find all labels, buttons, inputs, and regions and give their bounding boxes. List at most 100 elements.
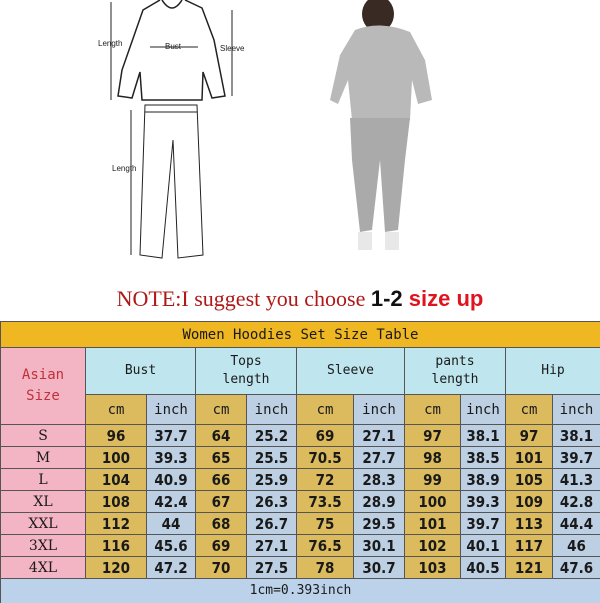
cm-cell: 120 — [86, 557, 147, 579]
cm-cell: 112 — [86, 513, 147, 535]
inch-cell: 30.1 — [354, 535, 405, 557]
cm-cell: 113 — [506, 513, 553, 535]
inch-cell: 28.9 — [354, 491, 405, 513]
size-cell: S — [1, 425, 86, 447]
inch-cell: 27.1 — [247, 535, 297, 557]
cm-cell: 70.5 — [297, 447, 354, 469]
size-cell: M — [1, 447, 86, 469]
cm-cell: 102 — [405, 535, 461, 557]
unit-header-cm: cm — [506, 395, 553, 425]
cm-cell: 73.5 — [297, 491, 354, 513]
size-cell: 4XL — [1, 557, 86, 579]
inch-cell: 39.7 — [461, 513, 506, 535]
pants-length-label: Length — [112, 164, 136, 173]
cm-cell: 68 — [196, 513, 247, 535]
cm-cell: 99 — [405, 469, 461, 491]
inch-cell: 25.2 — [247, 425, 297, 447]
cm-cell: 103 — [405, 557, 461, 579]
size-diagram-drawing — [111, 0, 232, 258]
inch-cell: 41.3 — [553, 469, 600, 491]
inch-cell: 38.1 — [553, 425, 600, 447]
cm-cell: 104 — [86, 469, 147, 491]
unit-header-inch: inch — [553, 395, 600, 425]
size-note: NOTE:I suggest you choose 1-2 size up — [0, 286, 600, 312]
cm-cell: 105 — [506, 469, 553, 491]
inch-cell: 38.9 — [461, 469, 506, 491]
unit-header-inch: inch — [247, 395, 297, 425]
inch-cell: 27.1 — [354, 425, 405, 447]
cm-cell: 97 — [506, 425, 553, 447]
inch-cell: 27.7 — [354, 447, 405, 469]
size-cell: XL — [1, 491, 86, 513]
cm-cell: 69 — [196, 535, 247, 557]
cm-cell: 117 — [506, 535, 553, 557]
unit-header-inch: inch — [354, 395, 405, 425]
model-photo — [330, 0, 432, 250]
inch-cell: 27.5 — [247, 557, 297, 579]
cm-cell: 108 — [86, 491, 147, 513]
inch-cell: 26.3 — [247, 491, 297, 513]
inch-cell: 42.4 — [147, 491, 196, 513]
note-range: 1-2 — [371, 286, 409, 311]
inch-cell: 40.1 — [461, 535, 506, 557]
inch-cell: 47.2 — [147, 557, 196, 579]
cm-cell: 64 — [196, 425, 247, 447]
size-cell: 3XL — [1, 535, 86, 557]
inch-cell: 29.5 — [354, 513, 405, 535]
unit-header-inch: inch — [461, 395, 506, 425]
inch-cell: 25.5 — [247, 447, 297, 469]
group-header-sleeve: Sleeve — [297, 348, 405, 395]
size-cell: L — [1, 469, 86, 491]
cm-cell: 70 — [196, 557, 247, 579]
unit-header-cm: cm — [405, 395, 461, 425]
sleeve-label: Sleeve — [220, 44, 245, 53]
cm-cell: 100 — [405, 491, 461, 513]
cm-cell: 98 — [405, 447, 461, 469]
cm-cell: 121 — [506, 557, 553, 579]
inch-cell: 38.1 — [461, 425, 506, 447]
product-illustration: Length Bust Sleeve Length — [0, 0, 600, 285]
cm-cell: 116 — [86, 535, 147, 557]
conversion-footer: 1cm=0.393inch — [1, 579, 600, 603]
inch-cell: 42.8 — [553, 491, 600, 513]
unit-header-cm: cm — [86, 395, 147, 425]
inch-cell: 25.9 — [247, 469, 297, 491]
unit-header-inch: inch — [147, 395, 196, 425]
inch-cell: 45.6 — [147, 535, 196, 557]
cm-cell: 101 — [405, 513, 461, 535]
cm-cell: 96 — [86, 425, 147, 447]
cm-cell: 78 — [297, 557, 354, 579]
inch-cell: 39.3 — [461, 491, 506, 513]
cm-cell: 72 — [297, 469, 354, 491]
inch-cell: 44 — [147, 513, 196, 535]
inch-cell: 38.5 — [461, 447, 506, 469]
note-size-up: size up — [409, 286, 484, 311]
cm-cell: 66 — [196, 469, 247, 491]
top-length-label: Length — [98, 39, 122, 48]
cm-cell: 109 — [506, 491, 553, 513]
cm-cell: 65 — [196, 447, 247, 469]
inch-cell: 28.3 — [354, 469, 405, 491]
inch-cell: 40.5 — [461, 557, 506, 579]
inch-cell: 47.6 — [553, 557, 600, 579]
inch-cell: 37.7 — [147, 425, 196, 447]
cm-cell: 97 — [405, 425, 461, 447]
group-header-hip: Hip — [506, 348, 600, 395]
size-cell: XXL — [1, 513, 86, 535]
inch-cell: 40.9 — [147, 469, 196, 491]
bust-label: Bust — [165, 42, 182, 51]
unit-header-cm: cm — [297, 395, 354, 425]
unit-header-cm: cm — [196, 395, 247, 425]
cm-cell: 67 — [196, 491, 247, 513]
inch-cell: 39.7 — [553, 447, 600, 469]
